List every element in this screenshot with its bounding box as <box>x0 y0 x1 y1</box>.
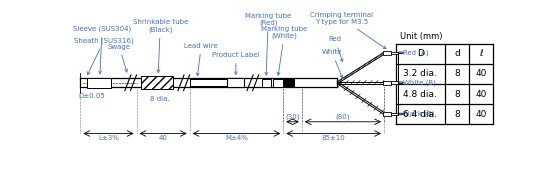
Text: 40: 40 <box>475 90 486 99</box>
Text: Product Label: Product Label <box>212 52 260 75</box>
Bar <box>391 81 398 84</box>
Text: Sheath (SUS316): Sheath (SUS316) <box>74 37 134 75</box>
Text: 3.2 dia.: 3.2 dia. <box>403 69 437 78</box>
Text: White: White <box>322 49 343 78</box>
Bar <box>383 112 391 116</box>
Circle shape <box>398 82 403 83</box>
Text: d: d <box>454 49 460 58</box>
Text: D: D <box>417 49 424 58</box>
Text: Unit (mm): Unit (mm) <box>400 32 442 41</box>
Bar <box>284 78 295 87</box>
Bar <box>141 76 173 89</box>
Text: 85±10: 85±10 <box>322 135 345 141</box>
Text: 6.4 dia.: 6.4 dia. <box>403 110 437 119</box>
Text: Marking tube
(Red): Marking tube (Red) <box>245 13 291 75</box>
Text: Crimping terminal
Y type for M3.5: Crimping terminal Y type for M3.5 <box>310 12 386 49</box>
Bar <box>262 79 271 87</box>
Bar <box>391 52 398 54</box>
Text: ℓ: ℓ <box>479 49 483 58</box>
Bar <box>383 81 391 84</box>
Text: D±0.05: D±0.05 <box>78 92 105 99</box>
Text: 8: 8 <box>454 110 460 119</box>
Text: Swage: Swage <box>108 44 131 72</box>
Text: Red (A): Red (A) <box>403 50 429 56</box>
Bar <box>141 76 173 89</box>
Text: Red: Red <box>329 36 343 62</box>
Circle shape <box>398 113 403 115</box>
Bar <box>391 113 398 115</box>
Text: Sleeve (SUS304): Sleeve (SUS304) <box>73 26 131 74</box>
Circle shape <box>398 52 403 54</box>
Text: 8 dia.: 8 dia. <box>150 96 170 102</box>
Text: Black (B): Black (B) <box>403 111 435 117</box>
Bar <box>227 78 243 87</box>
Text: L±3%: L±3% <box>98 135 119 141</box>
Text: 40: 40 <box>159 135 168 141</box>
Text: 8: 8 <box>454 90 460 99</box>
Bar <box>383 51 391 55</box>
Text: 40: 40 <box>475 69 486 78</box>
Bar <box>273 79 283 87</box>
Text: Lead wire: Lead wire <box>184 43 218 76</box>
Text: M±4%: M±4% <box>225 135 248 141</box>
Text: 8: 8 <box>454 69 460 78</box>
Text: Marking tube
(White): Marking tube (White) <box>261 26 307 75</box>
Bar <box>87 78 111 88</box>
Text: 4.8 dia.: 4.8 dia. <box>403 90 437 99</box>
Text: 40: 40 <box>475 110 486 119</box>
Text: White (B): White (B) <box>403 79 436 86</box>
Text: (80): (80) <box>336 114 350 120</box>
Text: Shrinkable tube
(Black): Shrinkable tube (Black) <box>133 19 188 73</box>
Text: (30): (30) <box>285 114 300 120</box>
